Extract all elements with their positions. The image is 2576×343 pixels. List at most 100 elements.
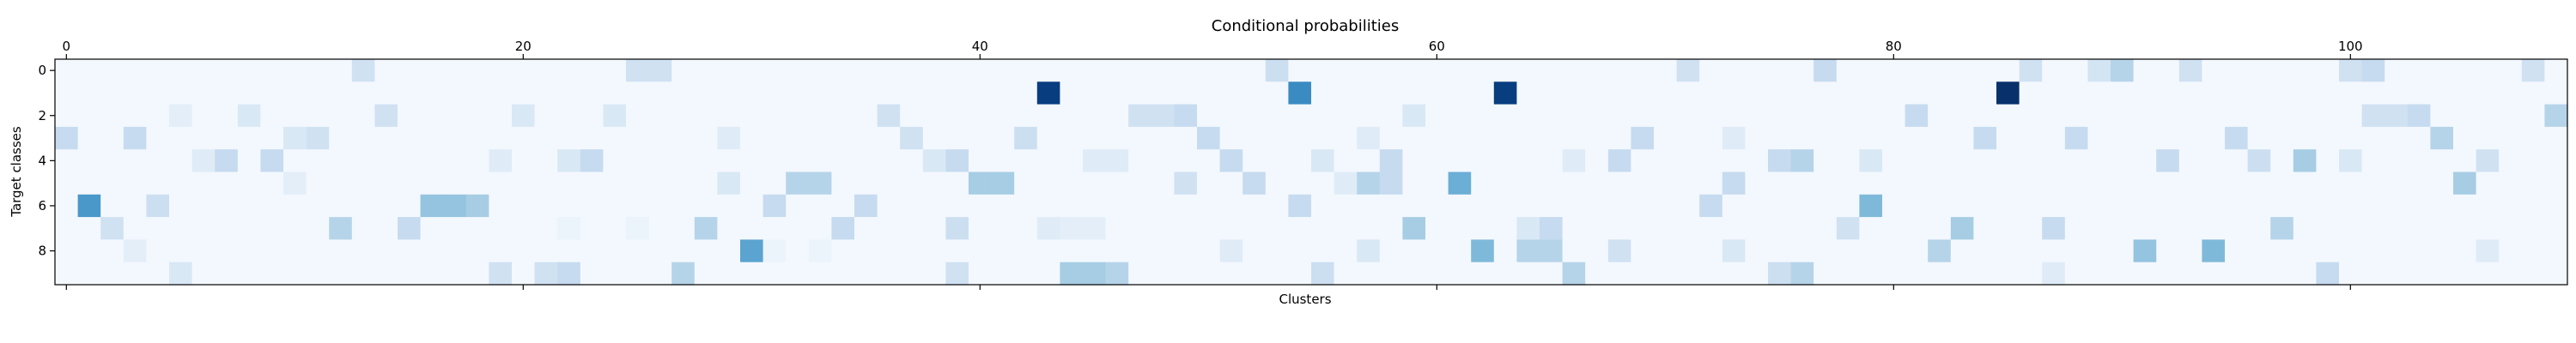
heatmap-cell-r3-c69 [1631, 126, 1655, 150]
heatmap-cell-r4-c52 [1242, 149, 1267, 173]
heatmap-cell-r8-c61 [1448, 239, 1472, 263]
heatmap-cell-r4-c18 [465, 149, 489, 173]
heatmap-cell-r6-c20 [512, 194, 536, 218]
heatmap-cell-r2-c27 [671, 104, 696, 128]
heatmap-cell-r7-c101 [2361, 217, 2385, 240]
heatmap-cell-r1-c24 [603, 81, 627, 105]
heatmap-cell-r6-c100 [2339, 194, 2363, 218]
heatmap-cell-r2-c61 [1448, 104, 1472, 128]
heatmap-cell-r4-c30 [740, 149, 764, 173]
heatmap-cell-r8-c39 [945, 239, 969, 263]
heatmap-cell-r5-c61 [1448, 172, 1472, 196]
heatmap-cell-r4-c51 [1219, 149, 1243, 173]
heatmap-cell-r5-c10 [283, 172, 307, 196]
heatmap-cell-r5-c78 [1836, 172, 1860, 196]
heatmap-cell-r0-c75 [1768, 59, 1792, 82]
heatmap-cell-r6-c80 [1882, 194, 1906, 218]
heatmap-cell-r3-c105 [2453, 126, 2477, 150]
heatmap-cell-r9-c72 [1699, 262, 1723, 286]
heatmap-cell-r9-c16 [420, 262, 444, 286]
heatmap-cell-r7-c55 [1311, 217, 1335, 240]
heatmap-cell-r8-c29 [717, 239, 741, 263]
heatmap-cell-r1-c55 [1311, 81, 1335, 105]
heatmap-cell-r9-c73 [1722, 262, 1746, 286]
heatmap-cell-r5-c41 [991, 172, 1015, 196]
heatmap-cell-r0-c33 [808, 59, 832, 82]
heatmap-cell-r2-c34 [831, 104, 855, 128]
heatmap-cell-r5-c84 [1973, 172, 1997, 196]
heatmap-cell-r6-c90 [2111, 194, 2135, 218]
heatmap-cell-r3-c29 [717, 126, 741, 150]
heatmap-cell-r8-c21 [534, 239, 558, 263]
heatmap-cell-r2-c95 [2225, 104, 2249, 128]
heatmap-cell-r4-c103 [2407, 149, 2431, 173]
heatmap-cell-r4-c50 [1197, 149, 1221, 173]
heatmap-cell-r8-c22 [557, 239, 581, 263]
heatmap-cell-r2-c42 [1014, 104, 1038, 128]
heatmap-cell-r1-c85 [1996, 81, 2020, 105]
heatmap-cell-r3-c3 [123, 126, 147, 150]
heatmap-cell-r9-c40 [969, 262, 993, 286]
heatmap-cell-r1-c7 [215, 81, 239, 105]
heatmap-cell-r0-c105 [2453, 59, 2477, 82]
heatmap-cell-r9-c0 [55, 262, 79, 286]
heatmap-cell-r3-c91 [2133, 126, 2157, 150]
heatmap-cell-r8-c49 [1174, 239, 1198, 263]
heatmap-cell-r1-c78 [1836, 81, 1860, 105]
heatmap-cell-r5-c48 [1151, 172, 1175, 196]
heatmap-cell-r4-c34 [831, 149, 855, 173]
heatmap-cell-r0-c12 [329, 59, 353, 82]
heatmap-cell-r0-c44 [1060, 59, 1084, 82]
heatmap-cell-r8-c60 [1425, 239, 1449, 263]
heatmap-cell-r9-c60 [1425, 262, 1449, 286]
heatmap-cell-r3-c74 [1745, 126, 1769, 150]
heatmap-cell-r6-c10 [283, 194, 307, 218]
heatmap-cell-r2-c71 [1676, 104, 1700, 128]
heatmap-cell-r3-c58 [1379, 126, 1403, 150]
heatmap-cell-r3-c31 [762, 126, 787, 150]
heatmap-cell-r2-c54 [1288, 104, 1312, 128]
heatmap-cell-r6-c70 [1654, 194, 1678, 218]
heatmap-cell-r3-c107 [2499, 126, 2523, 150]
heatmap-cell-r8-c26 [648, 239, 672, 263]
heatmap-cell-r5-c76 [1790, 172, 1814, 196]
heatmap-cell-r0-c3 [123, 59, 147, 82]
heatmap-cell-r9-c21 [534, 262, 558, 286]
heatmap-cell-r4-c100 [2339, 149, 2363, 173]
x-tick-label-3: 60 [1429, 39, 1445, 54]
heatmap-cell-r2-c9 [260, 104, 284, 128]
heatmap-cell-r1-c86 [2019, 81, 2043, 105]
heatmap-cell-r7-c1 [77, 217, 101, 240]
heatmap-cell-r1-c67 [1585, 81, 1609, 105]
heatmap-cell-r8-c43 [1036, 239, 1060, 263]
heatmap-cell-r8-c85 [1996, 239, 2020, 263]
heatmap-cell-r0-c22 [557, 59, 581, 82]
heatmap-cell-r9-c108 [2521, 262, 2545, 286]
heatmap-cell-r0-c39 [945, 59, 969, 82]
heatmap-cell-r8-c37 [900, 239, 924, 263]
heatmap-cell-r0-c106 [2476, 59, 2500, 82]
heatmap-cell-r4-c59 [1402, 149, 1426, 173]
heatmap-cell-r5-c99 [2316, 172, 2340, 196]
heatmap-cell-r3-c23 [580, 126, 604, 150]
heatmap-cell-r0-c41 [991, 59, 1015, 82]
heatmap-cell-r0-c107 [2499, 59, 2523, 82]
heatmap-cell-r4-c54 [1288, 149, 1312, 173]
heatmap-cell-r7-c71 [1676, 217, 1700, 240]
heatmap-cell-r4-c61 [1448, 149, 1472, 173]
heatmap-cell-r2-c23 [580, 104, 604, 128]
heatmap-cell-r7-c80 [1882, 217, 1906, 240]
heatmap-cell-r1-c88 [2064, 81, 2088, 105]
heatmap-cell-r2-c33 [808, 104, 832, 128]
heatmap-cell-r5-c5 [169, 172, 193, 196]
heatmap-cell-r2-c32 [786, 104, 810, 128]
heatmap-cell-r7-c70 [1654, 217, 1678, 240]
heatmap-cell-r3-c56 [1334, 126, 1358, 150]
heatmap-cell-r3-c36 [877, 126, 901, 150]
heatmap-cell-r9-c49 [1174, 262, 1198, 286]
heatmap-cell-r7-c42 [1014, 217, 1038, 240]
heatmap-cell-r6-c41 [991, 194, 1015, 218]
heatmap-cell-r0-c32 [786, 59, 810, 82]
heatmap-cell-r9-c45 [1083, 262, 1107, 286]
heatmap-cell-r7-c53 [1265, 217, 1289, 240]
